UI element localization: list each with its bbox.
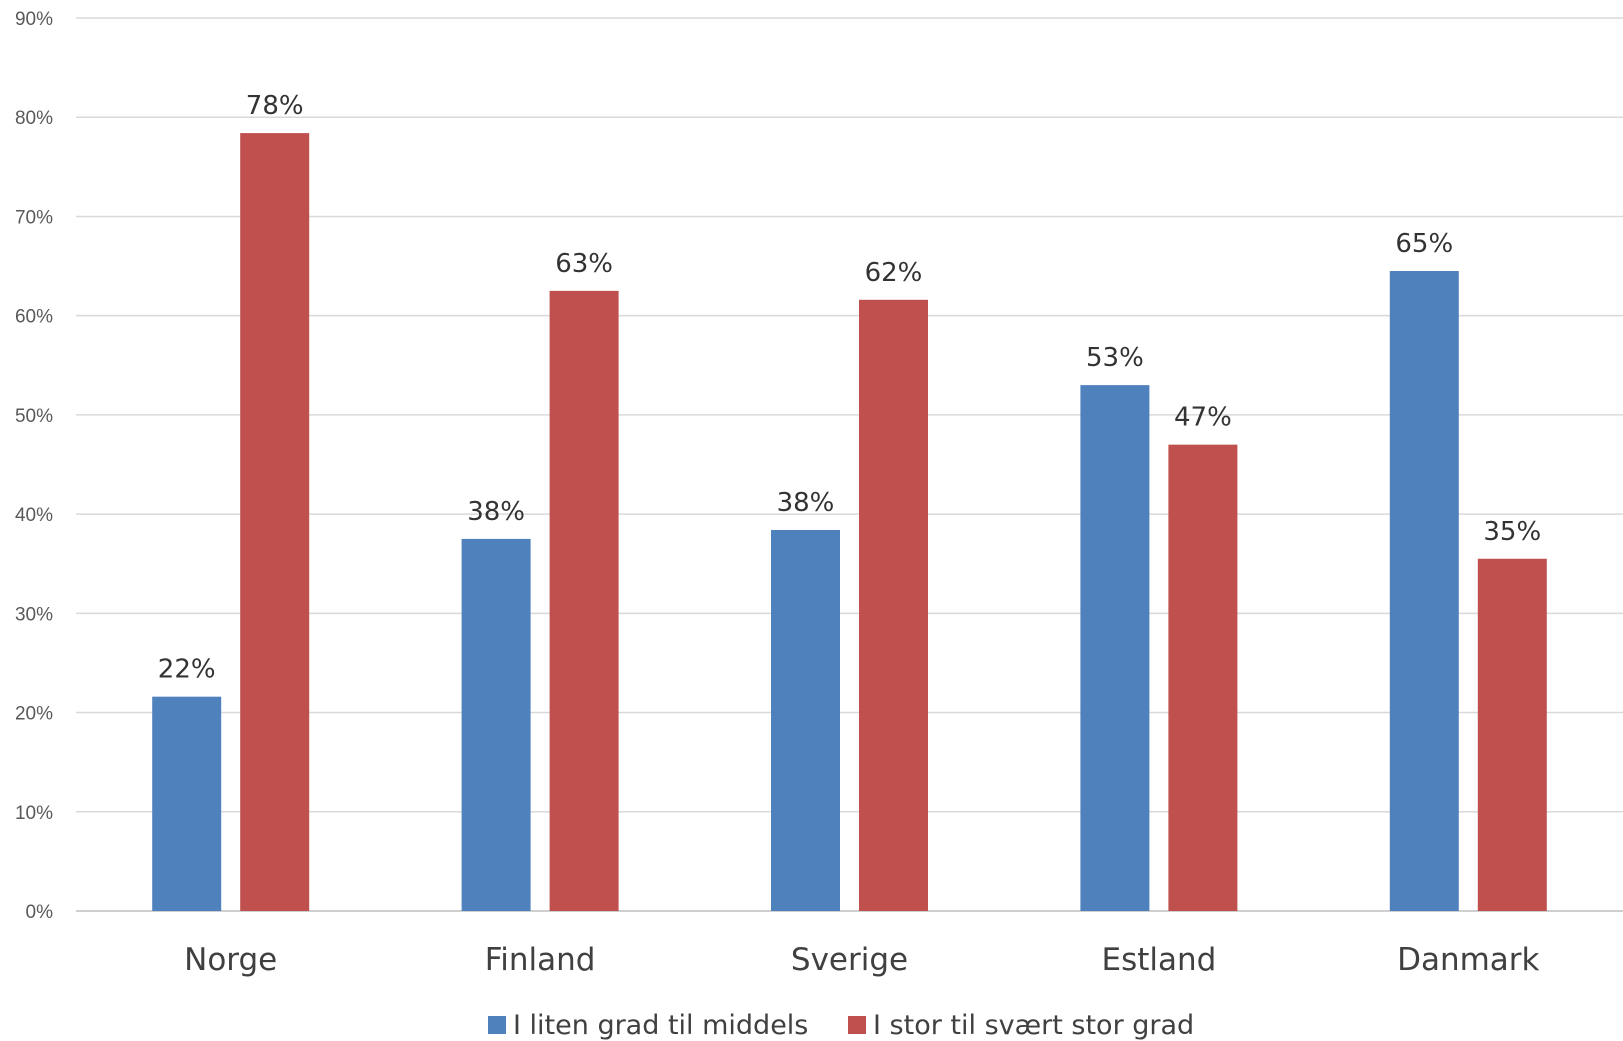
legend-swatch bbox=[488, 1016, 506, 1034]
data-label: 63% bbox=[555, 249, 613, 279]
bar-danmark-series-1 bbox=[1389, 271, 1459, 911]
data-label: 22% bbox=[158, 655, 216, 685]
bar-norge-series-2 bbox=[240, 133, 310, 911]
bar-finland-series-2 bbox=[549, 290, 619, 912]
category-label: Finland bbox=[485, 942, 596, 978]
data-labels: 22% 78% 38% 63% 38% 62% 53% 47% 65% 35% bbox=[158, 91, 1541, 685]
bar-estland-series-2 bbox=[1168, 444, 1238, 911]
legend-label: I liten grad til middels bbox=[513, 1010, 808, 1041]
y-tick-label: 80% bbox=[15, 108, 53, 129]
category-label: Norge bbox=[184, 942, 277, 978]
legend-label: I stor til svært stor grad bbox=[873, 1010, 1194, 1041]
bar-norge-series-1 bbox=[152, 696, 222, 911]
y-tick-label: 60% bbox=[15, 307, 53, 328]
gridlines bbox=[76, 17, 1623, 912]
data-label: 53% bbox=[1086, 343, 1144, 373]
data-label: 78% bbox=[246, 91, 304, 121]
y-tick-label: 10% bbox=[15, 803, 53, 824]
bar-finland-series-1 bbox=[461, 538, 531, 911]
y-tick-label: 20% bbox=[15, 704, 53, 725]
category-label: Sverige bbox=[791, 942, 908, 978]
legend-swatch bbox=[848, 1016, 866, 1034]
category-label: Danmark bbox=[1397, 942, 1539, 978]
bars bbox=[152, 133, 1547, 912]
bar-sverige-series-2 bbox=[859, 299, 928, 911]
y-axis-ticks: 0% 10% 20% 30% 40% 50% 60% 70% 80% 90% bbox=[15, 9, 53, 923]
data-label: 38% bbox=[467, 497, 525, 527]
x-axis-categories: Norge Finland Sverige Estland Danmark bbox=[184, 942, 1539, 978]
bar-sverige-series-1 bbox=[771, 529, 840, 911]
y-tick-label: 0% bbox=[26, 902, 54, 923]
y-tick-label: 40% bbox=[15, 505, 53, 526]
y-tick-label: 70% bbox=[15, 207, 53, 228]
y-tick-label: 90% bbox=[15, 9, 53, 30]
data-label: 62% bbox=[865, 258, 923, 288]
data-label: 47% bbox=[1174, 403, 1232, 433]
category-label: Estland bbox=[1101, 942, 1216, 978]
y-tick-label: 50% bbox=[15, 406, 53, 427]
legend: I liten grad til middels I stor til svært… bbox=[488, 1010, 1194, 1041]
data-label: 35% bbox=[1483, 517, 1541, 547]
y-tick-label: 30% bbox=[15, 604, 53, 625]
bar-danmark-series-2 bbox=[1477, 558, 1547, 911]
data-label: 38% bbox=[777, 488, 835, 518]
bar-estland-series-1 bbox=[1080, 385, 1150, 912]
data-label: 65% bbox=[1395, 229, 1453, 259]
